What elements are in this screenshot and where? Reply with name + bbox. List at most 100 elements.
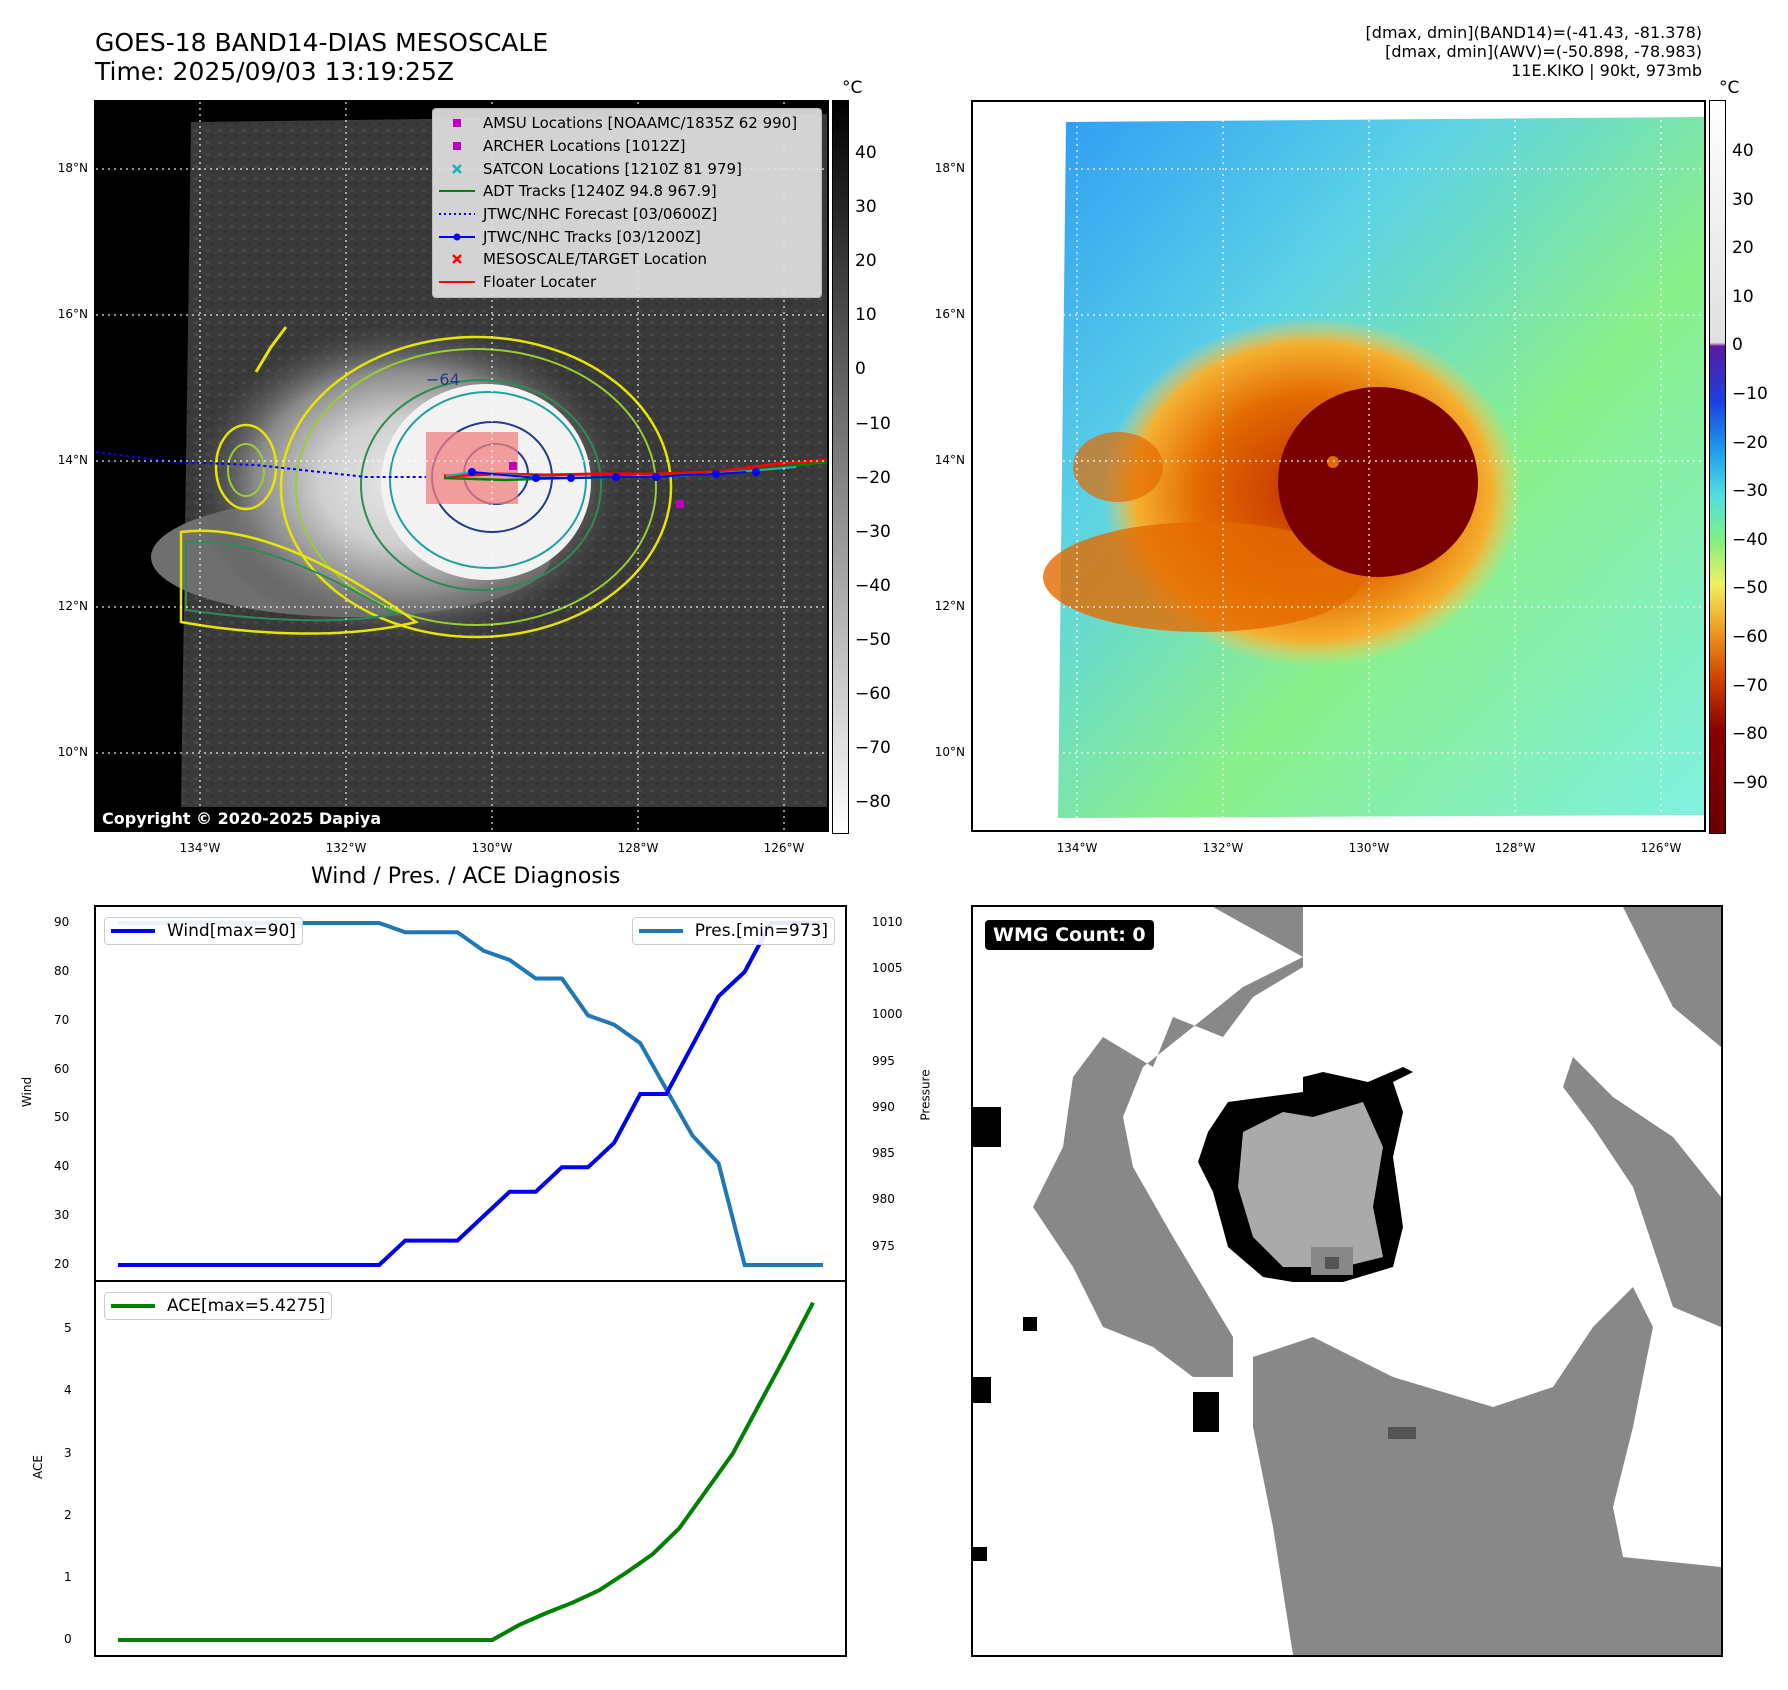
legend-item: MESOSCALE/TARGET Location	[433, 248, 821, 271]
wind-tick-label: 60	[54, 1061, 70, 1076]
ace-tick-label: 2	[64, 1507, 72, 1522]
copyright-badge: Copyright © 2020-2025 Dapiya	[96, 807, 388, 830]
ir-map-panel: −64 AMSU Locations [NOAAMC/1835Z 62 990]…	[94, 100, 829, 832]
colorbar-tick: −50	[1732, 578, 1768, 599]
colorbar-tick: −20	[855, 467, 891, 488]
colorbar-tick: −10	[1732, 384, 1768, 404]
legend-symbol	[437, 159, 477, 179]
colorbar-tick: −30	[855, 521, 891, 542]
lat-label: 18°N	[934, 161, 965, 175]
ace-tick-label: 3	[64, 1445, 72, 1460]
figure-title: GOES-18 BAND14-DIAS MESOSCALE Time: 2025…	[95, 28, 548, 86]
legend-symbol	[437, 227, 477, 247]
ace-line	[118, 1301, 815, 1642]
ace-svg	[118, 1301, 815, 1642]
title-line-2: Time: 2025/09/03 13:19:25Z	[95, 57, 454, 86]
colorbar-tick: −30	[1732, 481, 1768, 502]
pres-legend-swatch	[638, 929, 683, 933]
lat-label: 16°N	[934, 307, 965, 321]
legend-label: JTWC/NHC Tracks [03/1200Z]	[483, 227, 701, 246]
colorbar-tick: −10	[855, 413, 891, 434]
ace-tick-label: 4	[64, 1383, 72, 1398]
colorbar-tick: 30	[1732, 189, 1754, 210]
storm-info: [dmax, dmin](BAND14)=(-41.43, -81.378) […	[1366, 23, 1702, 80]
legend-symbol	[437, 249, 477, 269]
wind-legend: Wind[max=90]	[104, 917, 303, 945]
wind-pres-svg	[118, 921, 823, 1267]
colorbar-tick: −50	[855, 629, 891, 650]
legend-label: JTWC/NHC Forecast [03/0600Z]	[483, 205, 718, 224]
info-line-2: [dmax, dmin](AWV)=(-50.898, -78.983)	[1385, 42, 1702, 61]
legend-item: AMSU Locations [NOAAMC/1835Z 62 990]	[433, 112, 821, 135]
legend-symbol	[437, 113, 477, 133]
colorbar-tick: −20	[1732, 432, 1768, 453]
info-line-3: 11E.KIKO | 90kt, 973mb	[1511, 61, 1702, 80]
colorbar-tick: 20	[855, 251, 877, 272]
ace-legend-label: ACE[max=5.4275]	[167, 1296, 325, 1316]
pressure-tick-label: 985	[872, 1146, 895, 1161]
legend-symbol	[437, 136, 477, 156]
colorbar-tick: −40	[1732, 529, 1768, 550]
colorbar-tick: −90	[1732, 772, 1768, 793]
contour-label: −64	[426, 370, 460, 389]
ace-axis-label: ACE	[30, 1455, 45, 1479]
wind-legend-label: Wind[max=90]	[167, 921, 296, 941]
legend-item: JTWC/NHC Tracks [03/1200Z]	[433, 225, 821, 248]
lat-label: 14°N	[934, 453, 965, 467]
ace-legend: ACE[max=5.4275]	[104, 1292, 332, 1320]
pressure-tick-label: 990	[872, 1099, 895, 1114]
wind-axis-label: Wind	[20, 1076, 35, 1108]
ir-legend: AMSU Locations [NOAAMC/1835Z 62 990] ARCH…	[432, 108, 822, 298]
lat-label: 10°N	[934, 745, 965, 759]
lat-label: 18°N	[57, 161, 88, 175]
colorbar-tick: −80	[1732, 724, 1768, 745]
ace-plot: ACE[max=5.4275]	[94, 1280, 847, 1657]
pressure-tick-label: 995	[872, 1053, 895, 1068]
legend-label: ADT Tracks [1240Z 94.8 967.9]	[483, 182, 717, 201]
pressure-tick-label: 975	[872, 1238, 895, 1253]
lat-label: 10°N	[57, 745, 88, 759]
legend-item: JTWC/NHC Forecast [03/0600Z]	[433, 203, 821, 226]
wind-tick-label: 20	[54, 1257, 70, 1271]
legend-item: ADT Tracks [1240Z 94.8 967.9]	[433, 180, 821, 203]
lon-label: 126°W	[1640, 841, 1682, 855]
wind-tick-label: 70	[54, 1012, 70, 1027]
colorbar-tick: 0	[1732, 335, 1743, 356]
colorbar-tick: 20	[1732, 238, 1754, 259]
ace-tick-label: 5	[64, 1321, 72, 1336]
wind-tick-label: 80	[54, 963, 70, 978]
colorbar-tick: 40	[1732, 141, 1754, 161]
wmg-count-badge: WMG Count: 0	[985, 920, 1154, 950]
colorbar-tick: 40	[855, 143, 877, 163]
legend-item: ARCHER Locations [1012Z]	[433, 135, 821, 158]
pressure-tick-label: 980	[872, 1192, 895, 1207]
colorbar-tick: −70	[1732, 675, 1768, 696]
lat-label: 12°N	[934, 599, 965, 613]
wind-tick-label: 40	[54, 1159, 70, 1174]
ir-colorbar-unit: °C	[842, 78, 863, 98]
legend-item: SATCON Locations [1210Z 81 979]	[433, 157, 821, 180]
diagnosis-title: Wind / Pres. / ACE Diagnosis	[311, 864, 621, 889]
wind-pres-plot: Wind[max=90] Pres.[min=973]	[94, 905, 847, 1282]
colorbar-tick: 30	[855, 197, 877, 218]
wind-tick-label: 30	[54, 1208, 70, 1223]
lon-label: 130°W	[471, 841, 513, 855]
pressure-line	[118, 921, 823, 1267]
ace-legend-swatch	[111, 1304, 155, 1308]
pressure-tick-label: 1005	[872, 961, 903, 976]
ace-tick-label: 0	[64, 1632, 72, 1646]
legend-symbol	[437, 272, 477, 292]
wind-tick-label: 90	[54, 915, 70, 929]
colorbar-tick: −60	[1732, 627, 1768, 647]
lon-label: 134°W	[1056, 841, 1098, 855]
wmg-imagery	[973, 907, 1721, 1655]
lon-label: 126°W	[763, 841, 805, 855]
lat-label: 16°N	[57, 307, 88, 321]
legend-label: ARCHER Locations [1012Z]	[483, 137, 686, 156]
colorbar-tick: 10	[1732, 286, 1754, 307]
lon-label: 132°W	[325, 841, 367, 855]
wind-legend-swatch	[111, 929, 155, 933]
lon-label: 134°W	[179, 841, 221, 855]
pressure-tick-label: 1000	[872, 1007, 903, 1022]
colorbar-tick: −40	[855, 575, 891, 596]
